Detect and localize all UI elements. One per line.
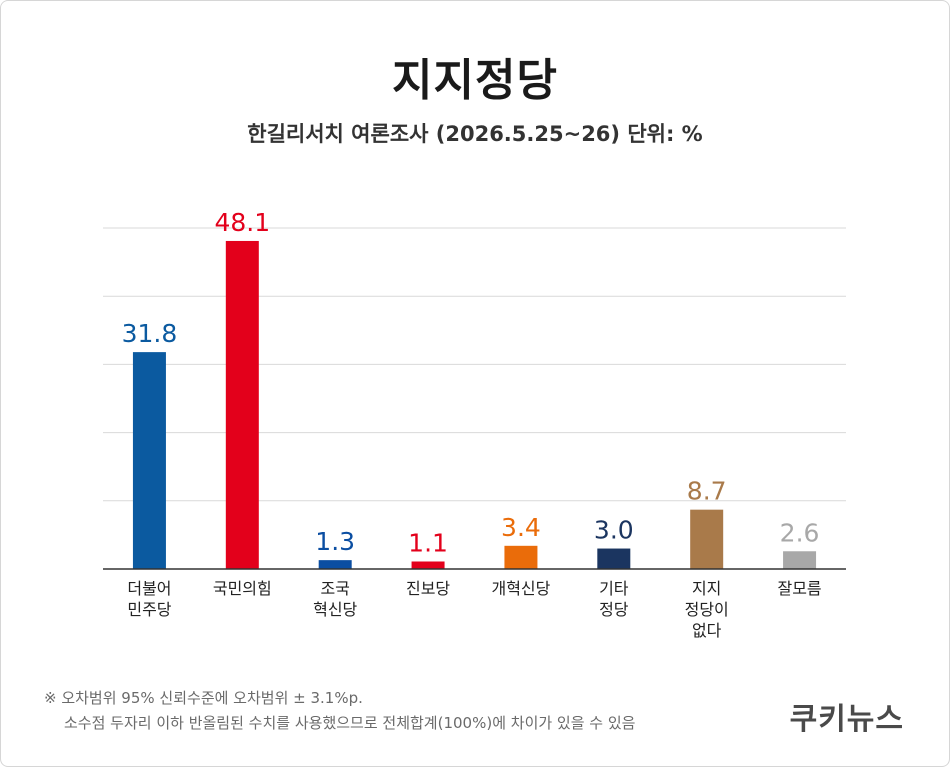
bar [504, 545, 538, 569]
data-label: 3.4 [501, 513, 541, 542]
bar [225, 240, 259, 569]
category-label: 조국 [320, 579, 349, 598]
footnote: ※ 오차범위 95% 신뢰수준에 오차범위 ± 3.1%p. 소수점 두자리 이… [44, 686, 635, 736]
footnote-line-2: 소수점 두자리 이하 반올림된 수치를 사용했으므로 전체합계(100%)에 차… [64, 714, 636, 732]
footnote-line-1: ※ 오차범위 95% 신뢰수준에 오차범위 ± 3.1%p. [44, 689, 363, 707]
data-label: 1.3 [315, 527, 355, 556]
data-label: 8.7 [687, 477, 727, 506]
bar [783, 551, 817, 569]
category-label: 국민의힘 [213, 579, 272, 598]
data-label: 2.6 [780, 518, 820, 547]
bar [132, 352, 166, 569]
data-label: 3.0 [594, 516, 634, 545]
category-label: 진보당 [406, 579, 450, 598]
category-label: 없다 [692, 621, 722, 640]
data-label: 1.1 [408, 528, 448, 557]
bar [318, 560, 352, 569]
chart-title: 지지정당 [392, 55, 558, 106]
data-label: 48.1 [214, 208, 270, 237]
chart-subtitle: 한길리서치 여론조사 (2026.5.25~26) 단위: % [247, 122, 703, 146]
category-label: 정당 [599, 600, 629, 619]
category-label: 잘모름 [777, 579, 821, 598]
brand-logo: 쿠키뉴스 [789, 702, 904, 737]
category-label: 지지 [692, 579, 721, 598]
category-label: 개혁신당 [491, 579, 550, 598]
data-label: 31.8 [122, 319, 178, 348]
category-label: 정당이 [685, 600, 729, 619]
category-label: 더불어 [127, 579, 171, 598]
bar [690, 509, 724, 569]
category-label: 민주당 [127, 600, 171, 619]
category-label: 혁신당 [313, 600, 357, 619]
bar [597, 548, 631, 569]
category-label: 기타 [599, 579, 629, 598]
bar [411, 561, 445, 569]
